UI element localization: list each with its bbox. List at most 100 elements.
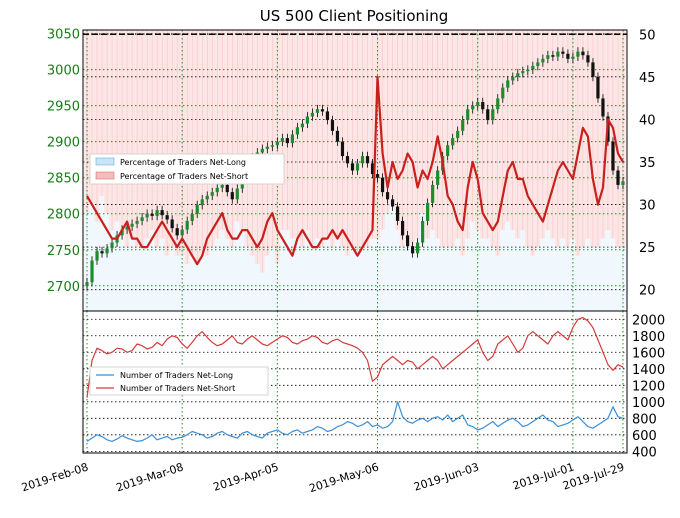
candle-body	[120, 229, 124, 236]
candle-body	[496, 98, 500, 110]
candle-body	[125, 226, 129, 230]
net-long-band	[114, 221, 120, 311]
top-grid	[83, 30, 627, 311]
net-long-band	[545, 230, 551, 311]
net-long-band	[505, 221, 511, 311]
net-long-band	[289, 238, 296, 311]
net-long-band	[134, 247, 140, 311]
candle-body	[561, 51, 565, 54]
net-long-band	[249, 255, 256, 311]
date-tick-label: 2019-Feb-08	[20, 460, 90, 494]
candle-body	[411, 246, 415, 254]
legend-swatch-net-long-pct	[95, 157, 115, 166]
net-long-band	[424, 238, 431, 311]
net-long-band	[419, 213, 426, 311]
chart-title: US 500 Client Positioning	[260, 7, 448, 25]
candle-body	[446, 145, 450, 157]
candle-body	[611, 141, 615, 171]
candle-body	[355, 163, 360, 171]
count-tick-label: 1000	[632, 396, 665, 411]
net-long-band	[259, 272, 266, 311]
net-long-band	[434, 238, 441, 311]
candle-body	[405, 235, 410, 247]
net-long-band	[149, 230, 155, 311]
candle-body	[270, 145, 274, 147]
count-lines	[86, 317, 624, 442]
count-tick-label: 1400	[632, 363, 665, 378]
price-tick-label: 2700	[47, 280, 80, 295]
candle-body	[95, 251, 99, 261]
net-long-band	[319, 247, 326, 311]
net-long-band	[359, 247, 366, 311]
candle-body	[350, 163, 355, 171]
candle-body	[476, 102, 480, 106]
candle-body	[421, 220, 425, 243]
candle-body	[105, 248, 109, 254]
candle-body	[130, 223, 134, 227]
net-long-band	[129, 238, 135, 311]
pct-tick-label: 50	[639, 28, 656, 43]
candle-body	[596, 76, 600, 99]
price-tick-label: 2950	[47, 100, 80, 115]
net-long-band	[600, 238, 606, 311]
net-long-band	[560, 238, 566, 311]
candle-body	[390, 199, 395, 207]
net-long-band	[214, 238, 221, 311]
candle-body	[295, 127, 299, 135]
candle-body	[395, 206, 400, 221]
top-legend: Percentage of Traders Net-Long Percentag…	[89, 153, 285, 185]
candle-body	[220, 184, 224, 188]
candle-body	[400, 220, 405, 236]
candle-body	[280, 138, 284, 142]
candle-body	[370, 163, 375, 175]
price-tick-label: 2750	[47, 244, 80, 259]
candle-body	[380, 177, 385, 193]
net-long-band	[585, 238, 591, 311]
net-long-band	[324, 238, 331, 311]
count-tick-label: 1200	[632, 379, 665, 394]
candle-body	[486, 109, 490, 121]
candle-body	[501, 87, 505, 99]
candle-body	[431, 184, 435, 203]
candle-body	[110, 242, 114, 249]
net-long-band	[219, 230, 226, 311]
percentage-lines	[86, 75, 624, 266]
candle-body	[456, 130, 460, 139]
candle-body	[320, 109, 325, 112]
candle-body	[85, 282, 89, 286]
candle-body	[491, 109, 495, 121]
net-long-band	[294, 238, 301, 311]
net-long-band	[610, 238, 616, 311]
net-long-band	[204, 255, 210, 311]
net-long-band	[314, 238, 321, 311]
candle-body	[275, 141, 279, 146]
candle-body	[566, 53, 570, 59]
candle-body	[546, 55, 550, 59]
percentage-axis: 20 25 30 35 40 45 50	[639, 28, 656, 298]
net-long-band	[284, 230, 291, 311]
candle-body	[330, 120, 335, 131]
legend-label-net-long-count: Number of Traders Net-Long	[120, 371, 233, 380]
net-long-band	[144, 238, 150, 311]
net-long-band	[364, 247, 371, 311]
candle-body	[160, 210, 164, 216]
candle-body	[375, 174, 380, 178]
candle-body	[100, 251, 104, 254]
net-long-band	[575, 255, 581, 311]
net-long-band	[590, 247, 596, 311]
candle-body	[340, 141, 345, 157]
candle-body	[621, 181, 625, 185]
candle-body	[385, 192, 390, 200]
candle-body	[426, 202, 430, 221]
bottom-legend: Number of Traders Net-Long Number of Tra…	[89, 366, 269, 396]
net-long-band	[469, 221, 476, 311]
net-long-band	[299, 247, 306, 311]
count-tick-label: 800	[632, 412, 657, 427]
candle-body	[616, 170, 620, 185]
top-panel: 2700 2750 2800 2850 2900 2950 3000 3050 20 25 30 3…	[47, 28, 656, 312]
net-long-band	[339, 247, 346, 311]
net-short-pct-line	[86, 75, 624, 266]
net-long-band	[510, 230, 516, 311]
